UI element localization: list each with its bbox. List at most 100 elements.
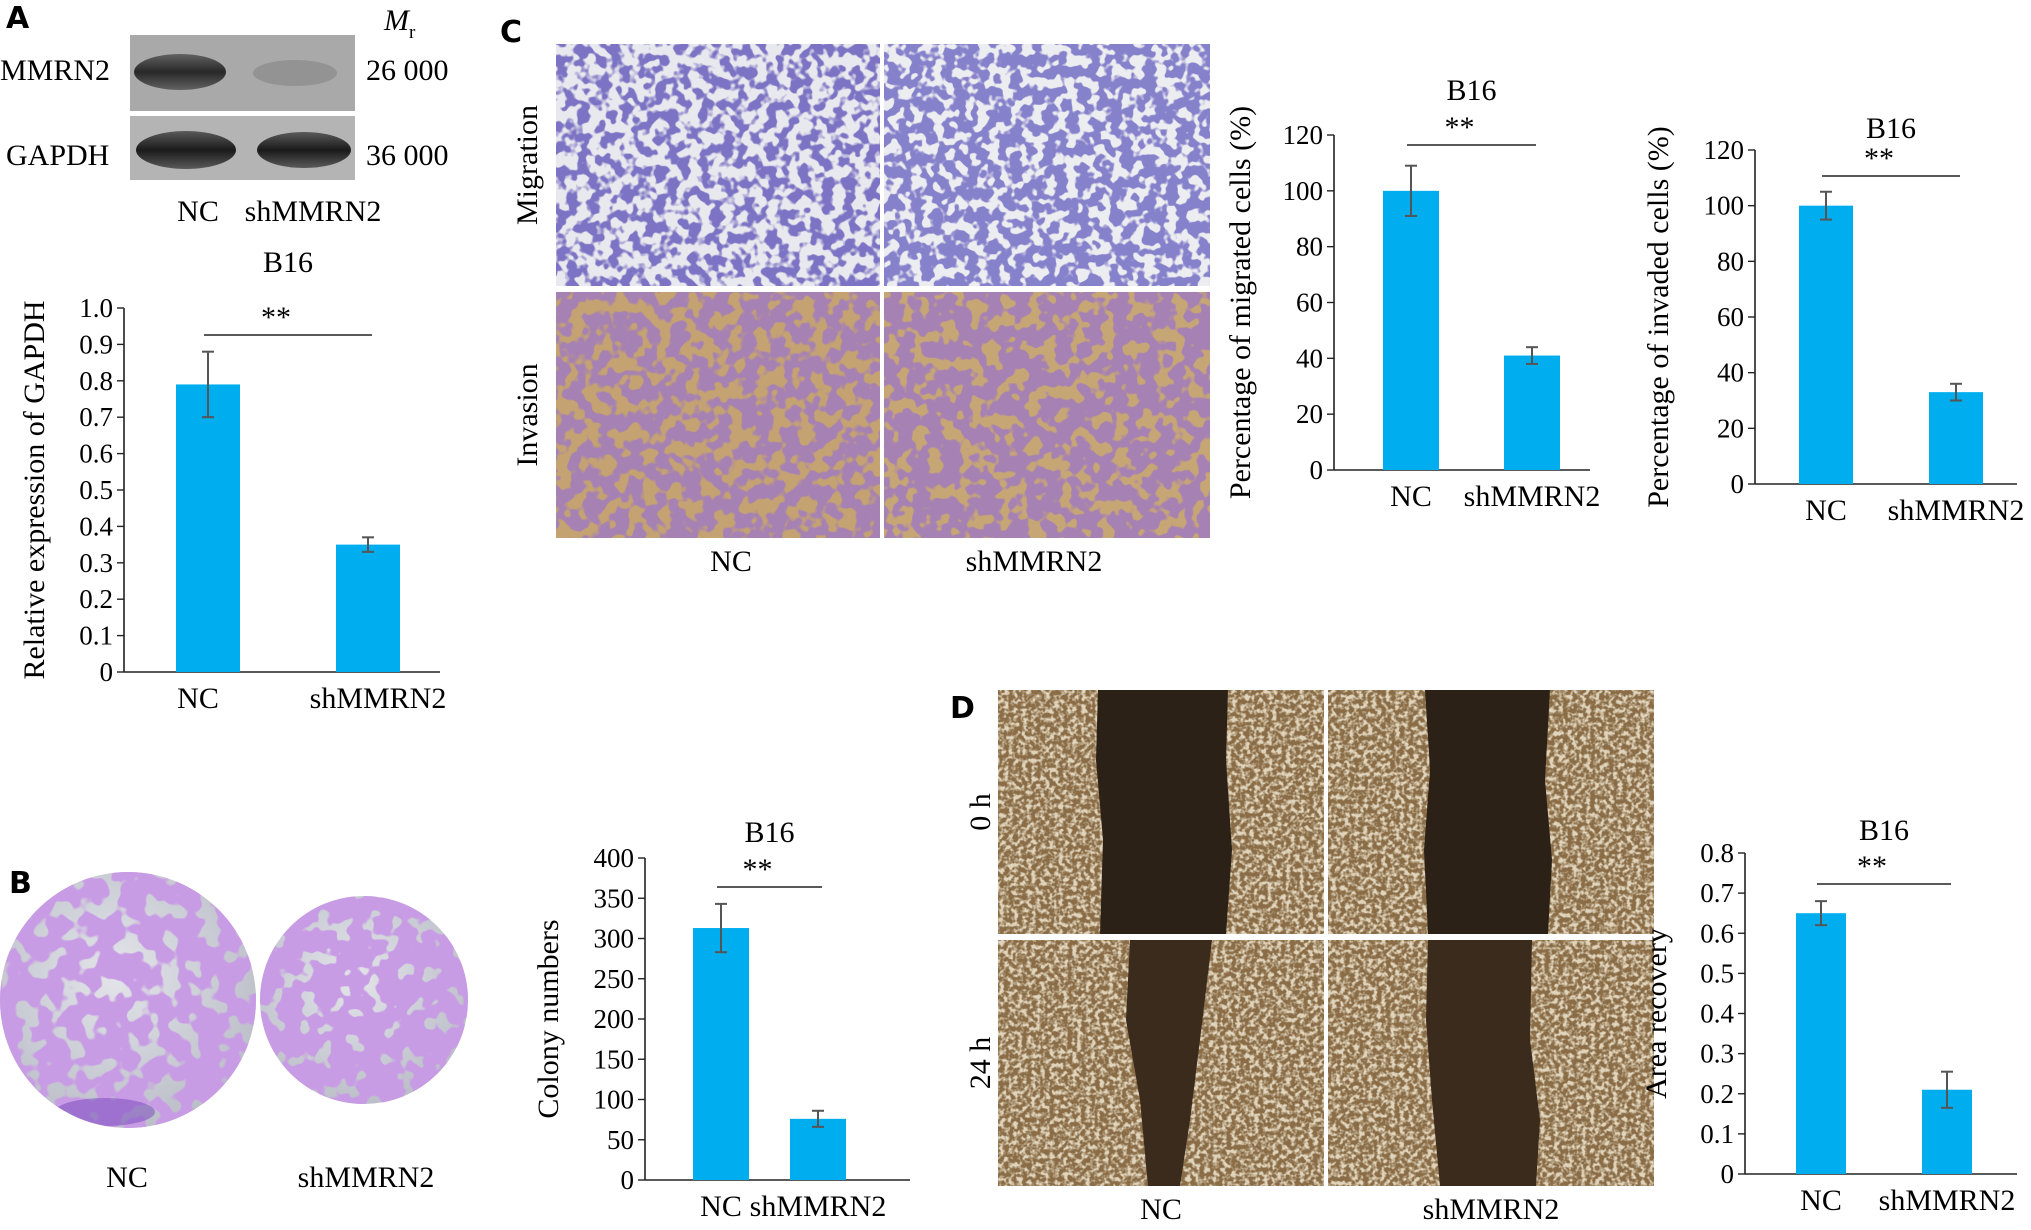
chart-title: B16 xyxy=(1446,74,1496,107)
y-tick-label: 120 xyxy=(1283,120,1324,150)
bar-shmmrn2 xyxy=(336,544,400,672)
blot-label-row-1: MMRN2 xyxy=(0,54,110,87)
y-tick-label: 0.7 xyxy=(79,402,113,432)
band-gapdh-nc xyxy=(136,131,236,169)
bar-shmmrn2 xyxy=(1504,355,1560,470)
y-tick-label: 0.8 xyxy=(79,366,113,396)
significance-mark: ** xyxy=(261,301,291,334)
y-tick-label: 350 xyxy=(594,883,635,913)
bar-nc xyxy=(1796,913,1846,1174)
y-tick-label: 0.4 xyxy=(1700,999,1734,1029)
category-label: shMMRN2 xyxy=(750,1190,887,1223)
cells-invasion-shmmrn2 xyxy=(884,292,1210,538)
chart-title: B16 xyxy=(1859,814,1909,847)
y-tick-label: 60 xyxy=(1717,302,1744,332)
bar-nc xyxy=(1799,205,1853,484)
panel-letter-b: B xyxy=(9,866,32,901)
significance-mark: ** xyxy=(1445,111,1475,144)
blot-label-row-2: GAPDH xyxy=(6,139,109,172)
wound-gap-24h-shmmrn2 xyxy=(1426,940,1540,1186)
colonies-nc xyxy=(0,872,256,1128)
y-tick-label: 250 xyxy=(594,964,635,994)
chart-title: B16 xyxy=(263,246,313,279)
cells-migration-shmmrn2 xyxy=(884,44,1210,286)
y-tick-label: 0 xyxy=(1310,455,1324,485)
category-label: shMMRN2 xyxy=(310,682,447,715)
y-tick-label: 80 xyxy=(1717,246,1744,276)
y-tick-label: 0.5 xyxy=(79,475,113,505)
y-axis-label: Percentage of migrated cells (%) xyxy=(1224,106,1257,499)
y-tick-label: 80 xyxy=(1296,232,1323,262)
y-tick-label: 1.0 xyxy=(79,293,113,323)
colony-cluster-nc xyxy=(55,1098,155,1126)
y-tick-label: 0.9 xyxy=(79,329,113,359)
plate-label-nc: NC xyxy=(106,1161,148,1194)
y-tick-label: 0 xyxy=(1731,469,1745,499)
y-tick-label: 0 xyxy=(621,1165,635,1195)
y-tick-label: 0.1 xyxy=(1700,1119,1734,1149)
significance-mark: ** xyxy=(1857,850,1887,883)
chart-title: B16 xyxy=(1866,112,1916,145)
transwell-images: Migration Invasion NC shMMRN2 xyxy=(511,44,1210,578)
blot-mr-letter: M xyxy=(383,4,411,37)
bar-shmmrn2 xyxy=(1929,392,1983,484)
wound-gap-0h-shmmrn2 xyxy=(1424,690,1552,934)
c-col-label-nc: NC xyxy=(710,545,752,578)
band-gapdh-sh xyxy=(257,132,351,168)
y-tick-label: 120 xyxy=(1704,135,1745,165)
y-tick-label: 200 xyxy=(594,1004,635,1034)
y-tick-label: 60 xyxy=(1296,288,1323,318)
y-tick-label: 20 xyxy=(1717,413,1744,443)
chart-colony-numbers: 0 50 100 150 200 250 300 350 400 NC shMMRN2 B16 ** Co… xyxy=(532,816,910,1223)
y-axis-label: Area recovery xyxy=(1640,928,1673,1099)
y-tick-label: 40 xyxy=(1296,343,1323,373)
wound-images: 0 h 24 h NC shMMRN2 xyxy=(964,690,1654,1226)
d-col-label-nc: NC xyxy=(1140,1193,1182,1225)
category-label: shMMRN2 xyxy=(1464,480,1601,513)
y-tick-label: 20 xyxy=(1296,399,1323,429)
y-tick-label: 0.6 xyxy=(1700,918,1734,948)
significance-mark: ** xyxy=(1864,142,1894,175)
y-tick-label: 0 xyxy=(100,657,114,687)
band-mmrn2-sh xyxy=(253,60,337,86)
y-tick-label: 0.4 xyxy=(79,511,113,541)
y-tick-label: 50 xyxy=(607,1125,634,1155)
category-label: shMMRN2 xyxy=(1879,1184,2016,1217)
y-tick-label: 0.2 xyxy=(79,584,113,614)
y-tick-label: 0.5 xyxy=(1700,958,1734,988)
y-tick-label: 0.7 xyxy=(1700,878,1734,908)
blot-lane-sh: shMMRN2 xyxy=(245,195,382,228)
blot-mr-sub: r xyxy=(409,22,416,43)
bar-nc xyxy=(176,384,240,672)
c-row-label-invasion: Invasion xyxy=(511,363,544,466)
category-label: shMMRN2 xyxy=(1888,494,2025,527)
colony-plates: NC shMMRN2 xyxy=(0,872,468,1194)
y-tick-label: 150 xyxy=(594,1044,635,1074)
blot-mr-row-2: 36 000 xyxy=(366,139,449,172)
panel-letter-a: A xyxy=(6,1,30,36)
y-axis-label: Percentage of invaded cells (%) xyxy=(1642,126,1675,508)
y-tick-label: 0.3 xyxy=(79,548,113,578)
chart-title: B16 xyxy=(744,816,794,849)
wound-gap-24h-nc xyxy=(1126,940,1212,1186)
y-tick-label: 0.2 xyxy=(1700,1079,1734,1109)
bar-shmmrn2 xyxy=(790,1118,846,1180)
chart-migrated-cells: 0 20 40 60 80 100 120 NC shMMRN2 B16 ** Percentage … xyxy=(1224,74,1600,513)
y-tick-label: 400 xyxy=(594,843,635,873)
colonies-shmmrn2 xyxy=(260,896,468,1104)
bar-nc xyxy=(693,928,749,1180)
y-tick-label: 100 xyxy=(1704,191,1745,221)
plate-label-shmmrn2: shMMRN2 xyxy=(298,1161,435,1194)
y-tick-label: 0.8 xyxy=(1700,838,1734,868)
y-tick-label: 300 xyxy=(594,924,635,954)
cells-invasion-nc xyxy=(556,292,880,538)
western-blot: MMRN2 GAPDH 26 000 36 000 Mr NC shMMRN2 xyxy=(0,4,449,228)
category-label: NC xyxy=(177,682,219,715)
blot-lane-nc: NC xyxy=(177,195,219,228)
y-tick-label: 0 xyxy=(1721,1159,1735,1189)
category-label: NC xyxy=(700,1190,742,1223)
wound-gap-0h-nc xyxy=(1096,690,1232,934)
band-mmrn2-nc xyxy=(134,54,226,90)
c-col-label-shmmrn2: shMMRN2 xyxy=(966,545,1103,578)
